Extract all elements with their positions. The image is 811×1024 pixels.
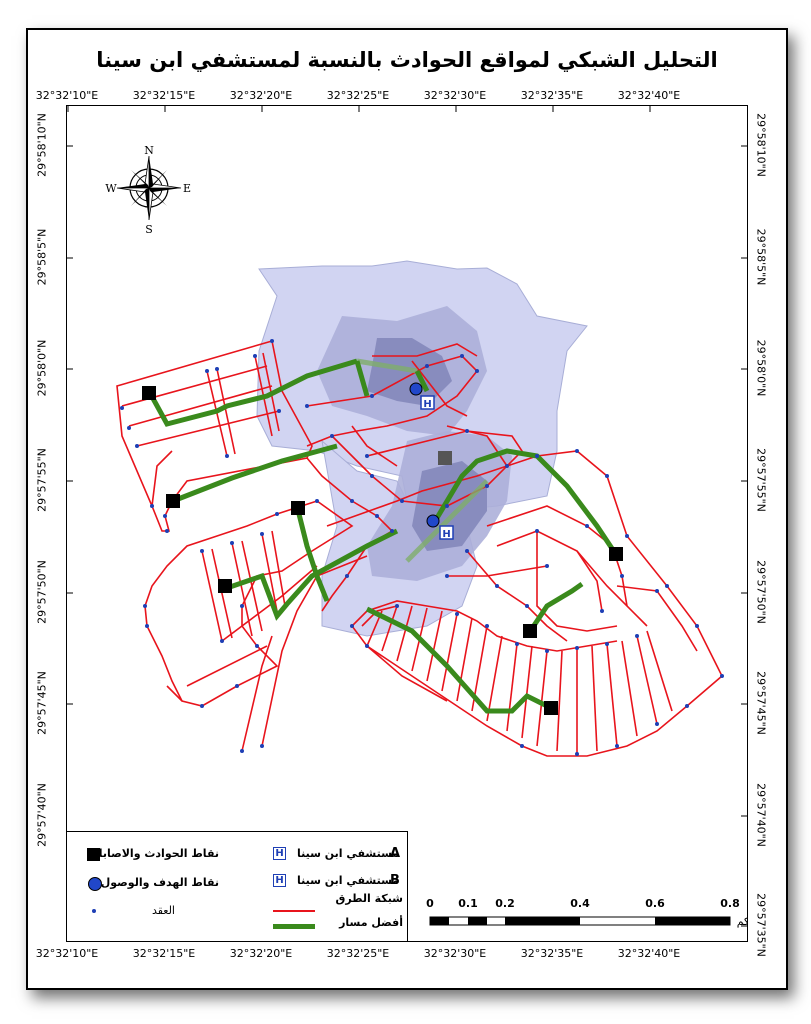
- target-circle-icon: [88, 877, 102, 891]
- hospital-icon: H: [273, 874, 286, 887]
- accident-point[interactable]: [438, 451, 452, 465]
- lat-label-right: 29°57'45"N: [754, 671, 768, 735]
- accident-points: [142, 386, 623, 715]
- lon-label-top: 32°32'25"E: [326, 89, 390, 102]
- lon-label-top: 32°32'15"E: [132, 89, 196, 102]
- legend-best-route: أفضل مسار: [339, 916, 403, 929]
- lat-label-right: 29°57'35"N: [754, 893, 768, 957]
- compass-e: E: [183, 182, 191, 195]
- lon-label-bottom: 32°32'15"E: [132, 947, 196, 960]
- legend-nodes: العقد: [151, 904, 175, 917]
- compass-w: W: [105, 182, 117, 195]
- road-network: [116, 339, 723, 757]
- lat-label-left: 29°57'50"N: [35, 560, 49, 624]
- node-dot-icon: [92, 909, 96, 913]
- hospital-b-icon-label: H: [442, 529, 450, 540]
- grid-ticks: [67, 106, 747, 927]
- scale-bar: [429, 916, 731, 926]
- scale-tick: 0.6: [645, 897, 665, 910]
- compass-s: S: [145, 223, 153, 236]
- accident-point[interactable]: [523, 624, 537, 638]
- scale-tick: 0.4: [570, 897, 590, 910]
- lat-label-left: 29°57'55"N: [35, 448, 49, 512]
- accident-point[interactable]: [291, 501, 305, 515]
- lon-label-bottom: 32°32'25"E: [326, 947, 390, 960]
- lon-label-bottom: 32°32'20"E: [229, 947, 293, 960]
- legend-roads: شبكة الطرق: [335, 892, 404, 905]
- target-point-b[interactable]: [426, 514, 440, 528]
- lat-label-left: 29°57'40"N: [35, 783, 49, 847]
- scale-tick: 0.1: [458, 897, 478, 910]
- accident-point[interactable]: [218, 579, 232, 593]
- network-nodes: [120, 339, 724, 756]
- target-points: H H: [409, 382, 454, 540]
- lon-label-bottom: 32°32'35"E: [520, 947, 584, 960]
- lat-label-left: 29°58'5"N: [35, 228, 49, 286]
- accident-point[interactable]: [142, 386, 156, 400]
- lon-label-top: 32°32'30"E: [423, 89, 487, 102]
- lat-label-left: 29°58'10"N: [35, 113, 49, 177]
- lat-label-right: 29°57'55"N: [754, 448, 768, 512]
- scale-tick: 0.2: [495, 897, 515, 910]
- road-line-icon: [273, 910, 315, 912]
- legend-hospital-a: مستشفي ابن سينا: [297, 847, 400, 860]
- legend: نقاط الحوادث والاصابات نقاط الهدف والوصو…: [67, 831, 408, 941]
- scale-tick: 0: [426, 897, 434, 910]
- hospital-icon: H: [273, 847, 286, 860]
- lat-label-right: 29°57'40"N: [754, 783, 768, 847]
- lat-label-left: 29°57'45"N: [35, 671, 49, 735]
- lon-label-top: 32°32'40"E: [617, 89, 681, 102]
- lon-label-top: 32°32'20"E: [229, 89, 293, 102]
- lat-label-right: 29°58'10"N: [754, 113, 768, 177]
- lat-label-right: 29°58'0"N: [754, 339, 768, 397]
- scale-tick: 0.8: [720, 897, 740, 910]
- lat-label-right: 29°58'5"N: [754, 228, 768, 286]
- lon-label-bottom: 32°32'10"E: [35, 947, 99, 960]
- accident-point[interactable]: [609, 547, 623, 561]
- compass-rose-icon: N S E W: [105, 144, 191, 236]
- lat-label-left: 29°58'0"N: [35, 339, 49, 397]
- legend-hospital-a-letter: A: [390, 846, 401, 861]
- accident-point[interactable]: [166, 494, 180, 508]
- hospital-a-icon-label: H: [423, 399, 431, 410]
- legend-hospital-b-letter: B: [390, 873, 400, 888]
- accident-square-icon: [87, 848, 100, 861]
- legend-accidents: نقاط الحوادث والاصابات: [87, 847, 219, 860]
- lon-label-bottom: 32°32'40"E: [617, 947, 681, 960]
- lon-label-top: 32°32'35"E: [520, 89, 584, 102]
- map-title: التحليل الشبكي لمواقع الحوادث بالنسبة لم…: [96, 48, 718, 72]
- target-point-a[interactable]: [409, 382, 423, 396]
- lon-label-top: 32°32'10"E: [35, 89, 99, 102]
- legend-hospital-b: مستشفي ابن سينا: [297, 874, 400, 887]
- accident-point[interactable]: [544, 701, 558, 715]
- map-canvas: H H N S E W: [67, 106, 747, 927]
- route-line-icon: [273, 924, 315, 929]
- lat-label-right: 29°57'50"N: [754, 560, 768, 624]
- best-route: [147, 358, 618, 714]
- hospital-a-icon: [420, 395, 435, 410]
- lon-label-bottom: 32°32'30"E: [423, 947, 487, 960]
- map-frame: H H N S E W: [66, 105, 748, 942]
- map-sheet: التحليل الشبكي لمواقع الحوادث بالنسبة لم…: [26, 28, 788, 990]
- hospital-b-icon: [439, 525, 454, 540]
- scale-unit: كم: [736, 915, 747, 928]
- compass-n: N: [144, 144, 154, 157]
- legend-target: نقاط الهدف والوصول: [100, 876, 219, 889]
